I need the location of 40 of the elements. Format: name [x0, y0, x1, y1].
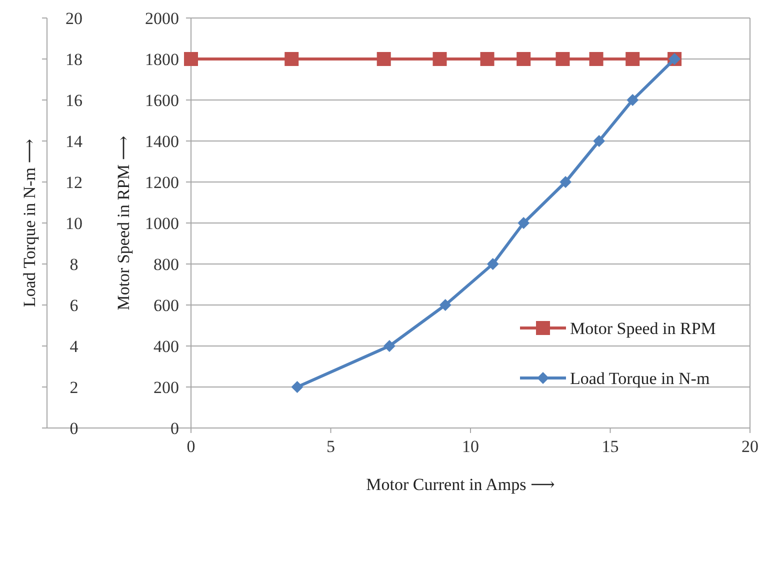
x-tick-label: 5	[326, 437, 335, 456]
y-axis-title: Motor Speed in RPM ⟶	[114, 136, 133, 310]
x-tick-label: 20	[742, 437, 758, 456]
y2-tick-label: 6	[70, 296, 78, 315]
x-tick-label: 0	[186, 437, 196, 456]
y2-tick-label: 8	[70, 254, 78, 274]
y2-tick-label: 10	[66, 214, 82, 233]
y-tick-label: 800	[154, 254, 179, 274]
y2-tick-label: 2	[70, 378, 78, 397]
y2-tick-label: 14	[66, 132, 83, 151]
x-tick-label: 15	[602, 437, 619, 456]
point	[593, 135, 606, 147]
y-tick-label: 0	[170, 418, 179, 438]
y-tick-label: 1800	[145, 50, 179, 69]
y2-tick-label: 20	[66, 8, 82, 28]
point	[439, 299, 452, 311]
y-tick-label: 1600	[145, 90, 179, 110]
y2-tick-label: 18	[66, 50, 82, 69]
point	[383, 340, 396, 352]
y-tick-label: 2000	[145, 8, 179, 28]
legend-label: Load Torque in N-m	[570, 368, 710, 388]
y-tick-label: 600	[154, 296, 179, 315]
point	[291, 381, 304, 393]
point	[560, 176, 572, 188]
y-tick-label: 1400	[145, 132, 179, 151]
y2-tick-label: 4	[70, 336, 79, 356]
y-tick-label: 1200	[145, 172, 179, 192]
point	[626, 94, 639, 106]
y2-tick-label: 16	[66, 90, 82, 110]
y2-tick-label: 12	[66, 172, 82, 192]
legend-label: Motor Speed in RPM	[570, 318, 716, 338]
y-tick-label: 400	[154, 336, 179, 356]
x-axis-title: Motor Current in Amps ⟶	[366, 475, 555, 494]
y-tick-label: 1000	[145, 214, 179, 233]
y-tick-label: 200	[154, 378, 179, 397]
y2-tick-label: 0	[70, 418, 78, 438]
x-tick-label: 10	[462, 437, 479, 456]
point	[518, 217, 530, 229]
point	[486, 258, 499, 270]
y2-axis-title: Load Torque in N-m ⟶	[20, 138, 39, 308]
